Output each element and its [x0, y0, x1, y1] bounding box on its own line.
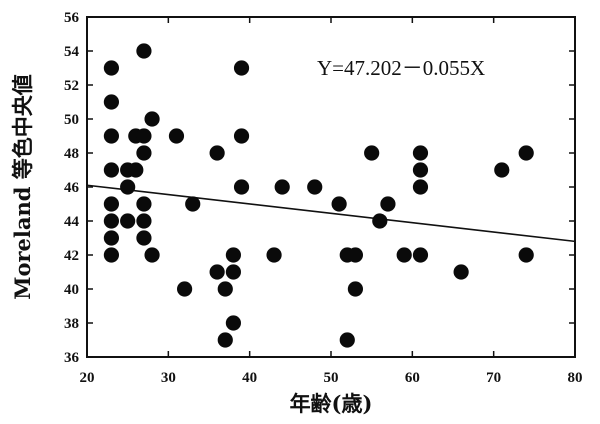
data-point: [103, 247, 119, 263]
x-tick-label: 80: [568, 370, 583, 386]
data-point: [103, 162, 119, 178]
data-point: [518, 247, 534, 263]
data-point: [103, 230, 119, 246]
data-point: [103, 60, 119, 76]
x-tick-label: 60: [405, 370, 420, 386]
data-point: [103, 128, 119, 144]
x-tick-label: 50: [324, 370, 339, 386]
data-point: [209, 145, 225, 161]
data-point: [233, 60, 250, 76]
x-tick-label: 40: [242, 370, 257, 386]
data-point: [136, 43, 152, 59]
data-point: [168, 128, 185, 144]
data-point: [136, 145, 152, 161]
y-tick-label: 56: [64, 10, 80, 26]
y-tick-label: 50: [64, 112, 79, 128]
y-tick-label: 46: [64, 180, 80, 196]
y-tick-label: 38: [64, 316, 79, 332]
data-point: [372, 213, 388, 229]
data-point: [120, 179, 136, 195]
x-tick-label: 30: [161, 370, 176, 386]
regression-equation: Y=47.202－0.055X: [317, 56, 485, 80]
data-point: [453, 264, 469, 280]
data-point: [364, 145, 380, 161]
data-point: [103, 213, 119, 229]
y-tick-label: 40: [64, 282, 79, 298]
data-point: [209, 264, 225, 280]
data-point: [380, 196, 396, 212]
data-point: [339, 332, 355, 348]
data-point: [217, 332, 233, 348]
y-tick-label: 36: [64, 350, 80, 366]
data-point: [128, 162, 144, 178]
tick-labels: 20 30 40 50 60 70 80 36 38 40 42 44 46 48 50 52 54 56: [64, 10, 583, 386]
data-point: [233, 128, 250, 144]
x-axis-title: 年齢(歳): [290, 391, 373, 416]
x-tick-label: 70: [486, 370, 501, 386]
y-axis-title: Moreland 等色中央値: [10, 74, 35, 300]
y-tick-label: 42: [64, 248, 79, 264]
data-point: [412, 162, 429, 178]
data-point: [225, 315, 241, 331]
data-point: [347, 281, 363, 297]
axis-ticks: [86, 16, 576, 358]
data-point: [185, 196, 201, 212]
data-points: [103, 43, 534, 348]
data-point: [412, 145, 429, 161]
data-point: [136, 128, 152, 144]
regression-line: [86, 184, 576, 243]
x-tick-label: 20: [80, 370, 95, 386]
data-point: [233, 179, 250, 195]
data-point: [225, 264, 241, 280]
data-point: [120, 213, 136, 229]
data-point: [136, 230, 152, 246]
y-tick-label: 52: [64, 78, 79, 94]
data-point: [103, 94, 119, 110]
data-point: [144, 247, 160, 263]
y-tick-label: 44: [64, 214, 80, 230]
data-point: [494, 162, 510, 178]
data-point: [307, 179, 323, 195]
data-point: [412, 179, 429, 195]
data-point: [144, 111, 160, 127]
data-point: [136, 213, 152, 229]
data-point: [274, 179, 290, 195]
data-point: [225, 247, 241, 263]
data-point: [177, 281, 193, 297]
data-point: [331, 196, 347, 212]
data-point: [136, 196, 152, 212]
data-point: [103, 196, 119, 212]
y-tick-label: 54: [64, 44, 80, 60]
data-point: [412, 247, 429, 263]
data-point: [217, 281, 233, 297]
data-point: [266, 247, 282, 263]
y-tick-label: 48: [64, 146, 79, 162]
data-point: [518, 145, 534, 161]
data-point: [396, 247, 412, 263]
data-point: [347, 247, 363, 263]
